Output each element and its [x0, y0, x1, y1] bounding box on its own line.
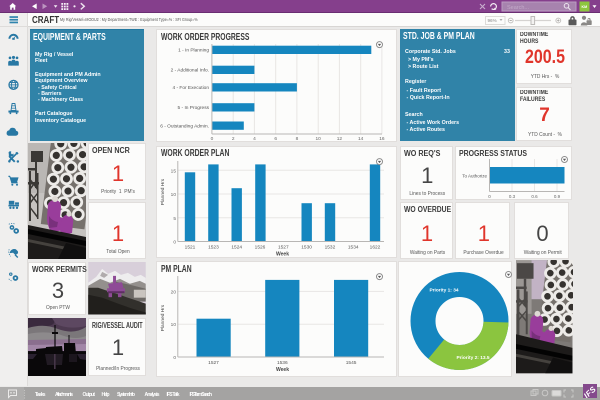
svg-text:1521: 1521	[184, 244, 195, 250]
svg-text:1536: 1536	[276, 360, 287, 366]
svg-text:Week: Week	[276, 251, 289, 257]
svg-text:20: 20	[170, 289, 176, 295]
svg-text:4 - For Execution: 4 - For Execution	[172, 85, 209, 91]
svg-text:2 - Additional Info.: 2 - Additional Info.	[170, 68, 208, 74]
svg-text:1532: 1532	[324, 244, 335, 250]
svg-text:8: 8	[295, 136, 298, 142]
svg-text:1527: 1527	[208, 360, 219, 366]
svg-text:Priority 2: 13.5: Priority 2: 13.5	[456, 355, 489, 361]
svg-text:1 - In Planning: 1 - In Planning	[178, 48, 209, 54]
svg-text:0: 0	[173, 355, 176, 361]
svg-text:Priority 1: 34: Priority 1: 34	[429, 288, 458, 294]
svg-text:1527: 1527	[277, 244, 288, 250]
svg-text:1530: 1530	[301, 244, 312, 250]
svg-text:5: 5	[173, 215, 176, 221]
svg-text:5 - In Progress: 5 - In Progress	[177, 105, 209, 111]
svg-text:0: 0	[210, 136, 213, 142]
svg-text:0: 0	[488, 194, 491, 199]
svg-text:10: 10	[315, 136, 321, 142]
svg-text:2: 2	[231, 136, 234, 142]
svg-text:1534: 1534	[347, 244, 358, 250]
svg-text:Search...: Search...	[507, 5, 529, 11]
svg-text:Analysis: Analysis	[145, 392, 160, 398]
svg-text:Planned Hrs: Planned Hrs	[160, 178, 166, 205]
svg-text:1622: 1622	[369, 244, 380, 250]
svg-text:6 - Outstanding Admin.: 6 - Outstanding Admin.	[160, 124, 209, 130]
svg-text:Tasks: Tasks	[35, 392, 46, 398]
svg-text:To Authorize: To Authorize	[462, 173, 487, 178]
svg-text:KM: KM	[582, 5, 588, 9]
svg-text:0.3: 0.3	[509, 194, 516, 199]
svg-text:12: 12	[336, 136, 342, 142]
svg-text:Week: Week	[276, 367, 289, 373]
svg-text:1524: 1524	[231, 244, 242, 250]
svg-text:0: 0	[173, 239, 176, 245]
svg-text:10: 10	[170, 192, 176, 198]
svg-text:System Info: System Info	[117, 392, 135, 398]
svg-text:96%: 96%	[488, 18, 497, 23]
svg-text:IFS Term Search: IFS Term Search	[190, 392, 213, 398]
svg-text:4: 4	[253, 136, 256, 142]
svg-text:16: 16	[379, 136, 385, 142]
svg-text:Output: Output	[83, 392, 96, 398]
svg-text:Attachments: Attachments	[55, 392, 73, 398]
svg-text:1526: 1526	[254, 244, 265, 250]
svg-text:Planned Hrs: Planned Hrs	[160, 304, 166, 331]
svg-text:1523: 1523	[208, 244, 219, 250]
svg-text:15: 15	[170, 168, 176, 174]
svg-text:IFS Talk: IFS Talk	[167, 392, 180, 398]
svg-text:Help: Help	[102, 392, 110, 398]
svg-text:14: 14	[358, 136, 364, 142]
svg-text:1545: 1545	[345, 360, 356, 366]
svg-text:6: 6	[274, 136, 277, 142]
svg-text:0.9: 0.9	[554, 194, 561, 199]
svg-text:0.6: 0.6	[531, 194, 538, 199]
svg-text:10: 10	[170, 322, 176, 328]
